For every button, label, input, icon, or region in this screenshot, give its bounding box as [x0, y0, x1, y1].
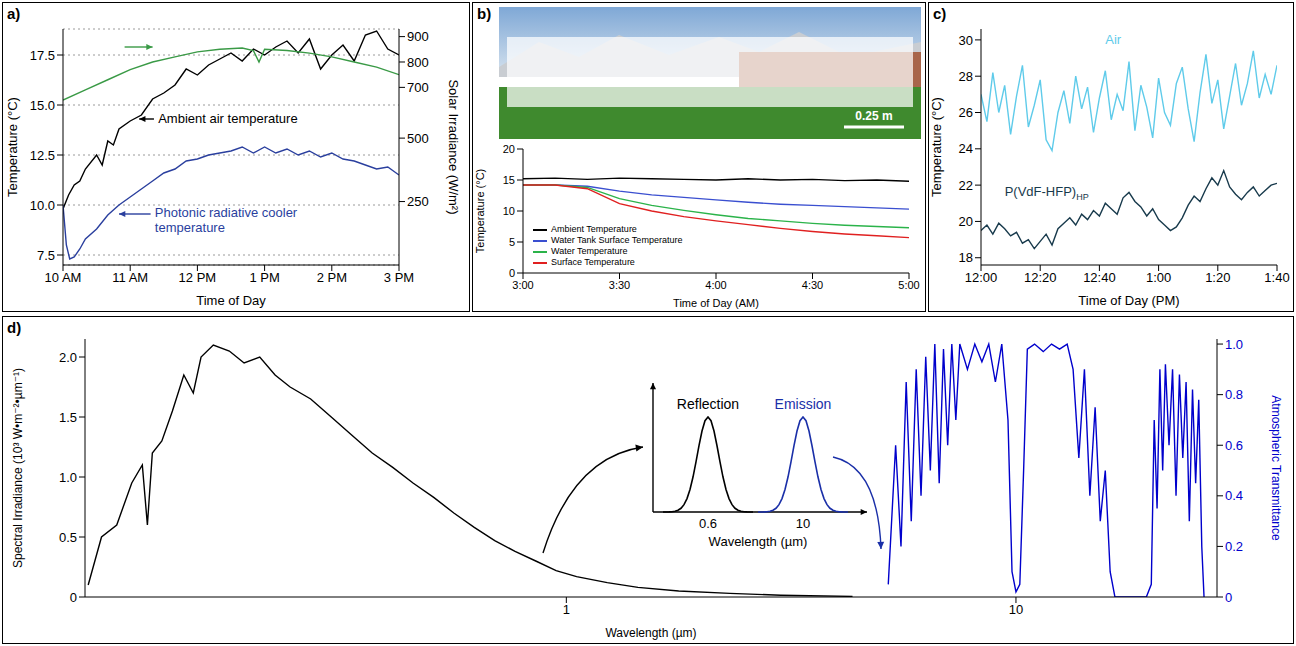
svg-text:Time of Day (AM): Time of Day (AM): [673, 297, 759, 309]
svg-text:1 PM: 1 PM: [249, 270, 279, 285]
html-text:Surface Temperature: Surface Temperature: [551, 257, 635, 267]
svg-text:700: 700: [407, 80, 429, 95]
html-text:a): a): [7, 5, 21, 22]
svg-text:1.0: 1.0: [1225, 337, 1243, 352]
html-text:Ambient air temperature: Ambient air temperature: [158, 111, 298, 126]
html-text:Air: Air: [1105, 31, 1122, 47]
svg-text:1:00: 1:00: [1146, 270, 1171, 285]
svg-text:12:20: 12:20: [1024, 270, 1057, 285]
svg-text:0.6: 0.6: [699, 516, 717, 531]
svg-text:11 AM: 11 AM: [112, 270, 148, 285]
svg-text:12.5: 12.5: [30, 148, 55, 163]
svg-text:10: 10: [796, 516, 810, 531]
svg-text:800: 800: [407, 55, 429, 70]
svg-text:12:40: 12:40: [1083, 270, 1116, 285]
svg-text:20: 20: [959, 214, 973, 229]
html-text:b): b): [477, 5, 492, 22]
svg-text:4:30: 4:30: [802, 279, 823, 291]
svg-text:10: 10: [1009, 602, 1023, 617]
svg-text:0.25 m: 0.25 m: [855, 109, 892, 123]
html-text:Photonic radiative cooler temp: Photonic radiative cooler temperature: [154, 205, 298, 235]
svg-text:1.5: 1.5: [59, 410, 77, 425]
svg-text:1: 1: [563, 602, 570, 617]
svg-text:4:00: 4:00: [705, 279, 726, 291]
svg-text:Solar Irradiance (W/m²): Solar Irradiance (W/m²): [446, 79, 461, 214]
svg-text:900: 900: [407, 29, 429, 44]
svg-text:Time of Day: Time of Day: [196, 293, 266, 308]
html-text:Water Tank Surface Temperature: Water Tank Surface Temperature: [551, 235, 683, 245]
svg-text:Time of Day (PM): Time of Day (PM): [1078, 293, 1179, 308]
svg-text:12:00: 12:00: [965, 270, 998, 285]
svg-text:Temperature (°C): Temperature (°C): [474, 169, 486, 253]
svg-text:Spectral Irradiance (10³ W•m⁻²: Spectral Irradiance (10³ W•m⁻²•µm⁻¹): [11, 368, 25, 568]
html-text:Ambient Temperature: Ambient Temperature: [551, 224, 637, 234]
svg-text:7.5: 7.5: [37, 248, 55, 263]
svg-text:0: 0: [1225, 590, 1232, 605]
svg-text:30: 30: [959, 33, 973, 48]
svg-text:Temperature (°C): Temperature (°C): [929, 97, 944, 197]
svg-text:20: 20: [503, 143, 515, 155]
svg-text:500: 500: [407, 131, 429, 146]
svg-text:0: 0: [509, 267, 515, 279]
svg-text:22: 22: [959, 178, 973, 193]
svg-text:10: 10: [503, 205, 515, 217]
svg-text:0.6: 0.6: [1225, 438, 1243, 453]
svg-text:250: 250: [407, 194, 429, 209]
html-text:Water Temperature: Water Temperature: [551, 246, 628, 256]
svg-text:26: 26: [959, 105, 973, 120]
svg-text:3:00: 3:00: [512, 279, 533, 291]
svg-text:5:00: 5:00: [898, 279, 919, 291]
svg-text:15.0: 15.0: [30, 98, 55, 113]
svg-text:12 PM: 12 PM: [179, 270, 217, 285]
svg-text:24: 24: [959, 141, 973, 156]
svg-text:0: 0: [70, 590, 77, 605]
html-text:c): c): [933, 5, 947, 22]
svg-text:28: 28: [959, 69, 973, 84]
svg-text:0.5: 0.5: [59, 530, 77, 545]
html-text:d): d): [7, 319, 22, 336]
svg-text:10.0: 10.0: [30, 198, 55, 213]
svg-text:18: 18: [959, 250, 973, 265]
svg-text:Temperature (°C): Temperature (°C): [5, 97, 20, 197]
svg-text:Wavelength (µm): Wavelength (µm): [709, 534, 808, 549]
svg-text:0.2: 0.2: [1225, 539, 1243, 554]
svg-text:3 PM: 3 PM: [384, 270, 414, 285]
html-text:P(VdF-HFP)HP: P(VdF-HFP)HP: [1004, 184, 1089, 202]
svg-text:0.8: 0.8: [1225, 387, 1243, 402]
svg-text:17.5: 17.5: [30, 48, 55, 63]
svg-text:5: 5: [509, 236, 515, 248]
svg-text:2.0: 2.0: [59, 350, 77, 365]
svg-text:1:40: 1:40: [1264, 270, 1289, 285]
svg-text:2 PM: 2 PM: [317, 270, 347, 285]
svg-text:15: 15: [503, 174, 515, 186]
svg-text:Wavelength (µm): Wavelength (µm): [605, 626, 696, 640]
svg-text:1:20: 1:20: [1205, 270, 1230, 285]
svg-text:10 AM: 10 AM: [45, 270, 82, 285]
svg-text:3:30: 3:30: [609, 279, 630, 291]
svg-text:1.0: 1.0: [59, 470, 77, 485]
svg-text:Atmospheric Transmittance: Atmospheric Transmittance: [1269, 395, 1283, 541]
svg-text:0.4: 0.4: [1225, 488, 1243, 503]
svg-text:Reflection: Reflection: [677, 396, 739, 412]
svg-text:Emission: Emission: [775, 396, 832, 412]
